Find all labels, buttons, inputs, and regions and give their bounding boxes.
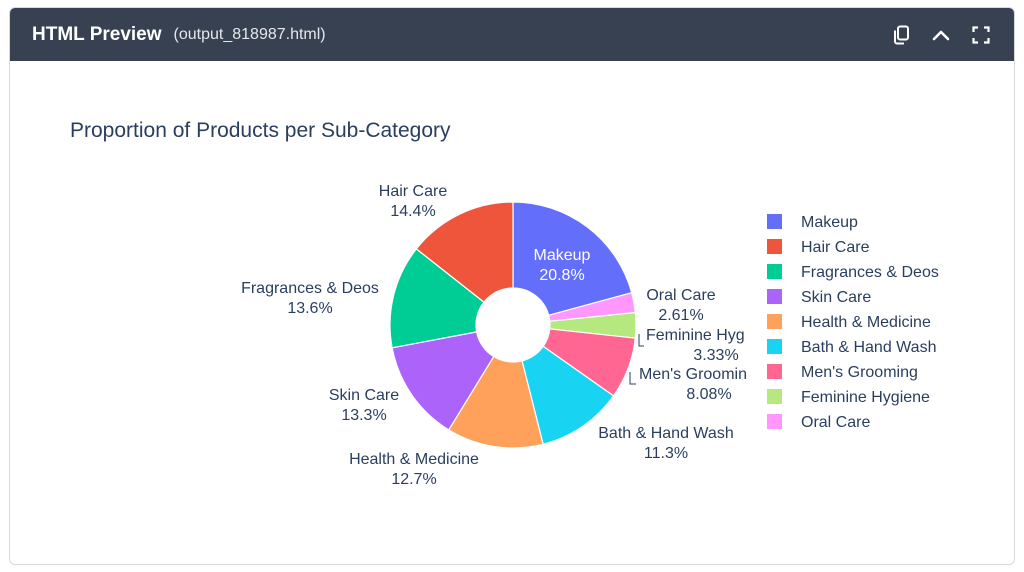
- slice-health-medicine[interactable]: [447, 355, 544, 449]
- slice-makeup[interactable]: [512, 201, 633, 317]
- legend-label: Health & Medicine: [801, 314, 931, 331]
- pie-chart: Proportion of Products per Sub-Category …: [70, 119, 939, 488]
- legend-label: Skin Care: [801, 289, 871, 306]
- legend-item-hair-care[interactable]: Hair Care: [767, 239, 870, 256]
- legend-swatch: [767, 339, 782, 354]
- slice-label-feminine-hygiene: Feminine Hyg: [646, 327, 745, 344]
- slice-percent-hair-care: 14.4%: [390, 203, 435, 220]
- legend-label: Bath & Hand Wash: [801, 339, 936, 356]
- slice-percent-oral-care: 2.61%: [658, 307, 703, 324]
- legend-item-oral-care[interactable]: Oral Care: [767, 414, 870, 431]
- slice-label-bath-hand-wash: Bath & Hand Wash: [598, 425, 733, 442]
- slice-fragrances-deos[interactable]: [389, 248, 485, 349]
- leader-line-men-s-grooming: [629, 372, 636, 385]
- legend-swatch: [767, 289, 782, 304]
- legend-swatch: [767, 364, 782, 379]
- collapse-button[interactable]: [930, 24, 952, 46]
- preview-header: HTML Preview (output_818987.html): [10, 8, 1014, 61]
- slice-skin-care[interactable]: [391, 331, 495, 431]
- legend-swatch: [767, 239, 782, 254]
- legend-swatch: [767, 214, 782, 229]
- legend-swatch: [767, 414, 782, 429]
- copy-icon: [894, 25, 909, 44]
- slice-percent-feminine-hygiene: 3.33%: [693, 347, 738, 364]
- legend-item-bath-hand-wash[interactable]: Bath & Hand Wash: [767, 339, 936, 356]
- legend-item-makeup[interactable]: Makeup: [767, 214, 858, 231]
- chart-title: Proportion of Products per Sub-Category: [70, 119, 451, 142]
- slice-label-makeup: Makeup: [534, 247, 591, 264]
- legend-item-health-medicine[interactable]: Health & Medicine: [767, 314, 931, 331]
- slice-percent-skin-care: 13.3%: [341, 407, 386, 424]
- slice-label-skin-care: Skin Care: [329, 387, 399, 404]
- legend-label: Men's Grooming: [801, 364, 918, 381]
- legend-item-feminine-hygiene[interactable]: Feminine Hygiene: [767, 389, 930, 406]
- slice-percent-fragrances-deos: 13.6%: [287, 300, 332, 317]
- slice-label-health-medicine: Health & Medicine: [349, 451, 479, 468]
- legend-item-men-s-grooming[interactable]: Men's Grooming: [767, 364, 918, 381]
- legend-label: Feminine Hygiene: [801, 389, 930, 406]
- slice-percent-men-s-grooming: 8.08%: [686, 386, 731, 403]
- legend-item-fragrances-deos[interactable]: Fragrances & Deos: [767, 264, 939, 281]
- legend-swatch: [767, 314, 782, 329]
- slice-label-fragrances-deos: Fragrances & Deos: [241, 280, 379, 297]
- fullscreen-button[interactable]: [970, 24, 992, 46]
- window-filename: (output_818987.html): [173, 25, 326, 43]
- fullscreen-icon: [972, 25, 990, 44]
- legend-label: Hair Care: [801, 239, 870, 256]
- legend-item-skin-care[interactable]: Skin Care: [767, 289, 871, 306]
- slice-hair-care[interactable]: [415, 201, 514, 303]
- slice-label-men-s-grooming: Men's Groomin: [639, 366, 747, 383]
- window-title: HTML Preview: [32, 23, 162, 45]
- slice-percent-health-medicine: 12.7%: [391, 471, 436, 488]
- legend-label: Oral Care: [801, 414, 870, 431]
- legend-label: Fragrances & Deos: [801, 264, 939, 281]
- legend-swatch: [767, 264, 782, 279]
- slice-label-oral-care: Oral Care: [646, 287, 715, 304]
- copy-button[interactable]: [890, 24, 912, 46]
- preview-panel: HTML Preview (output_818987.html) P: [9, 7, 1015, 565]
- slice-percent-bath-hand-wash: 11.3%: [644, 445, 688, 462]
- leader-line-feminine-hygiene: [638, 334, 644, 347]
- legend-swatch: [767, 389, 782, 404]
- slice-percent-makeup: 20.8%: [539, 267, 584, 284]
- chevron-up-icon: [932, 30, 950, 40]
- slice-label-hair-care: Hair Care: [379, 183, 448, 200]
- legend-label: Makeup: [801, 214, 858, 231]
